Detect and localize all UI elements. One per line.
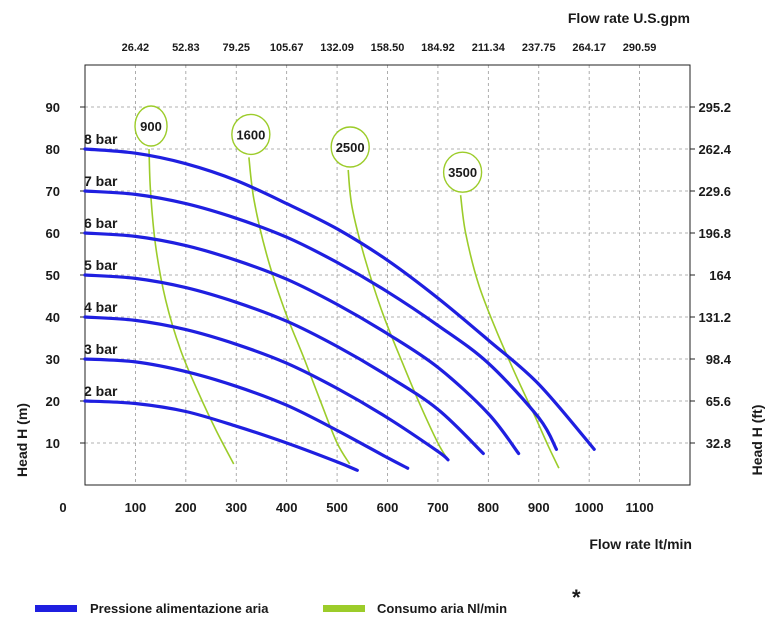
legend-swatch-pressure <box>35 605 77 612</box>
bottom-tick-label: 700 <box>427 500 449 515</box>
top-axis-title: Flow rate U.S.gpm <box>568 10 690 26</box>
left-axis-ticks: 10 20 30 40 50 60 70 80 90 <box>46 100 85 451</box>
pressure-curve-8-bar <box>83 147 596 451</box>
left-tick-label: 50 <box>46 268 60 283</box>
pressure-label: 8 bar <box>84 131 118 147</box>
air-curve-900 <box>148 148 235 465</box>
air-label: 3500 <box>448 165 477 180</box>
right-tick-label: 196.8 <box>698 226 731 241</box>
right-axis-ticks: 32.8 65.6 98.4 131.2 164 196.8 229.6 262.4 295.2 <box>690 100 732 451</box>
bottom-tick-label: 900 <box>528 500 550 515</box>
air-label-bubble <box>231 113 271 156</box>
legend-label-air: Consumo aria Nl/min <box>377 601 507 616</box>
right-tick-label: 229.6 <box>698 184 731 199</box>
right-tick-label: 295.2 <box>698 100 731 115</box>
pressure-curve-3-bar <box>83 357 410 470</box>
bottom-tick-label: 800 <box>477 500 499 515</box>
left-tick-label: 20 <box>46 394 60 409</box>
bottom-tick-label: 500 <box>326 500 348 515</box>
bottom-tick-label: 300 <box>225 500 247 515</box>
air-label-bubble <box>134 105 168 147</box>
top-tick-label: 237.75 <box>522 42 556 54</box>
air-consumption-curves <box>148 148 560 469</box>
right-tick-label: 98.4 <box>706 352 732 367</box>
left-tick-label: 90 <box>46 100 60 115</box>
asterisk-note: * <box>572 585 581 610</box>
air-label-bubble <box>442 151 483 193</box>
air-label-bubble <box>330 126 370 168</box>
top-tick-label: 211.34 <box>472 42 506 54</box>
bottom-tick-label: 100 <box>125 500 147 515</box>
top-tick-label: 26.42 <box>122 42 150 54</box>
right-tick-label: 131.2 <box>698 310 731 325</box>
right-tick-label: 32.8 <box>706 436 731 451</box>
pressure-label: 4 bar <box>84 299 118 315</box>
right-tick-label: 262.4 <box>698 142 731 157</box>
bottom-axis-ticks: 0 100 200 300 400 500 600 700 800 900 1000 1100 <box>59 500 653 515</box>
left-tick-label: 10 <box>46 436 60 451</box>
bottom-tick-label: 1000 <box>575 500 604 515</box>
pressure-label: 5 bar <box>84 257 118 273</box>
pressure-curve-6-bar <box>83 231 521 456</box>
top-tick-label: 132.09 <box>320 42 354 54</box>
top-tick-label: 52.83 <box>172 42 200 54</box>
top-tick-label: 264.17 <box>572 42 606 54</box>
bottom-tick-label: 200 <box>175 500 197 515</box>
air-label: 1600 <box>236 127 265 142</box>
air-curve-2500 <box>347 169 449 461</box>
top-tick-label: 79.25 <box>222 42 250 54</box>
air-label: 900 <box>140 119 162 134</box>
right-axis-label: Head H (ft) <box>749 405 765 476</box>
left-tick-label: 60 <box>46 226 60 241</box>
air-curve-1600 <box>248 157 351 465</box>
top-tick-label: 158.50 <box>371 42 405 54</box>
left-tick-label: 80 <box>46 142 60 157</box>
pressure-curve-2-bar <box>83 399 359 472</box>
top-axis-ticks: 26.42 52.83 79.25 105.67 132.09 158.50 184.92 2… <box>122 42 657 54</box>
pressure-curve-7-bar <box>83 189 558 451</box>
bottom-tick-label: 0 <box>59 500 66 515</box>
bottom-tick-label: 600 <box>377 500 399 515</box>
legend: Pressione alimentazione aria Consumo ari… <box>35 601 507 616</box>
pressure-label: 3 bar <box>84 341 118 357</box>
pressure-labels: 2 bar 3 bar 4 bar 5 bar 6 bar 7 bar 8 bar <box>84 131 118 399</box>
air-label: 2500 <box>336 140 365 155</box>
top-tick-label: 290.59 <box>623 42 657 54</box>
top-tick-label: 184.92 <box>421 42 455 54</box>
grid <box>85 65 690 485</box>
air-consumption-labels: 900 1600 2500 3500 <box>134 105 483 193</box>
pressure-label: 7 bar <box>84 173 118 189</box>
right-tick-label: 65.6 <box>706 394 731 409</box>
legend-swatch-air <box>323 605 365 612</box>
left-axis-label: Head H (m) <box>14 403 30 477</box>
bottom-tick-label: 1100 <box>625 500 653 515</box>
bottom-tick-label: 400 <box>276 500 298 515</box>
pressure-label: 6 bar <box>84 215 118 231</box>
right-tick-label: 164 <box>709 268 731 283</box>
pressure-curve-5-bar <box>83 273 485 456</box>
pressure-curve-4-bar <box>83 315 450 462</box>
pressure-curves <box>83 147 596 472</box>
bottom-axis-label: Flow rate lt/min <box>589 536 692 552</box>
top-tick-label: 105.67 <box>270 42 304 54</box>
legend-label-pressure: Pressione alimentazione aria <box>90 601 269 616</box>
pressure-label: 2 bar <box>84 383 118 399</box>
left-tick-label: 40 <box>46 310 60 325</box>
left-tick-label: 70 <box>46 184 60 199</box>
left-tick-label: 30 <box>46 352 60 367</box>
